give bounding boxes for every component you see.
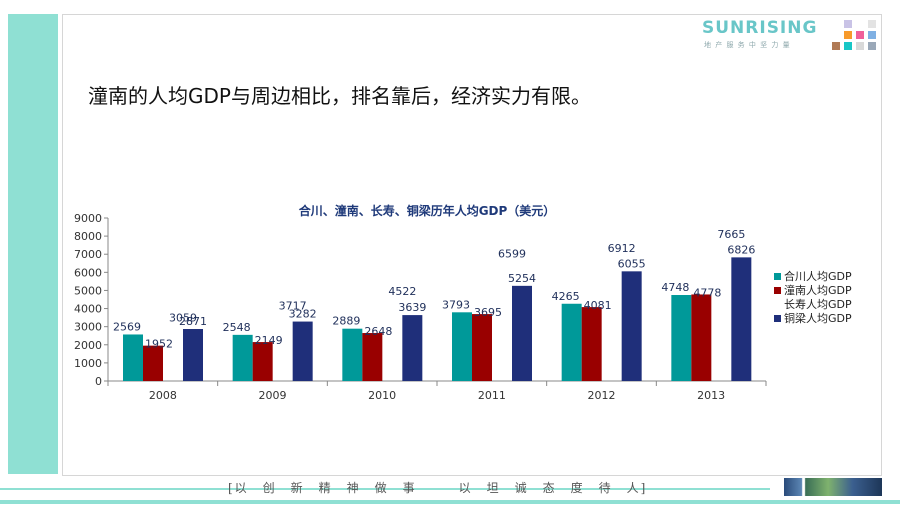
data-label: 6826 <box>727 243 755 256</box>
data-label: 2149 <box>255 334 283 347</box>
bar-潼南人均GDP <box>362 333 383 381</box>
data-label: 2889 <box>332 315 360 328</box>
chart-title: 合川、潼南、长寿、铜梁历年人均GDP（美元） <box>299 203 556 218</box>
y-tick-label: 5000 <box>74 284 102 297</box>
bar-合川人均GDP <box>232 334 253 381</box>
bar-合川人均GDP <box>671 295 692 381</box>
legend-swatch <box>774 287 781 294</box>
bar-铜梁人均GDP <box>402 315 423 381</box>
data-label: 6055 <box>618 257 646 270</box>
data-label: 3695 <box>474 306 502 319</box>
legend-label: 潼南人均GDP <box>784 283 852 297</box>
slide-headline: 潼南的人均GDP与周边相比，排名靠后，经济实力有限。 <box>88 84 591 108</box>
footer-photo <box>784 478 882 496</box>
legend-label: 长寿人均GDP <box>784 297 852 311</box>
bar-合川人均GDP <box>342 328 363 381</box>
bar-铜梁人均GDP <box>621 271 642 381</box>
data-label: 3639 <box>398 301 426 314</box>
bar-潼南人均GDP <box>252 342 273 381</box>
legend-swatch <box>774 273 781 280</box>
data-label: 4522 <box>388 285 416 298</box>
data-label: 1952 <box>145 338 173 351</box>
footer-line <box>0 488 770 490</box>
y-tick-label: 1000 <box>74 357 102 370</box>
x-tick-label: 2010 <box>368 389 396 402</box>
data-label: 3282 <box>289 308 317 321</box>
bar-潼南人均GDP <box>143 345 163 381</box>
data-label: 2648 <box>364 325 392 338</box>
brand-name: SUNRISING <box>702 18 818 38</box>
footer-band <box>0 500 900 504</box>
footer-motto: [以 创 新 精 神 做 事 以 坦 诚 态 度 待 人] <box>228 481 648 495</box>
data-label: 4265 <box>552 290 580 303</box>
data-label: 2548 <box>223 321 251 334</box>
data-label: 4778 <box>693 286 721 299</box>
data-label: 3717 <box>279 300 307 313</box>
y-tick-label: 9000 <box>74 212 102 225</box>
data-label: 2569 <box>113 320 141 333</box>
bar-潼南人均GDP <box>691 294 712 381</box>
data-label: 6912 <box>608 242 636 255</box>
y-tick-label: 0 <box>95 375 102 388</box>
y-tick-label: 3000 <box>74 321 102 334</box>
data-label: 4748 <box>661 281 689 294</box>
y-tick-label: 6000 <box>74 266 102 279</box>
y-tick-label: 4000 <box>74 303 102 316</box>
slide-frame <box>62 14 882 476</box>
bar-铜梁人均GDP <box>183 329 203 381</box>
bar-合川人均GDP <box>452 312 472 381</box>
x-tick-label: 2008 <box>149 389 177 402</box>
bar-铜梁人均GDP <box>292 321 313 381</box>
bar-潼南人均GDP <box>581 307 602 381</box>
gdp-bar-chart: 合川、潼南、长寿、铜梁历年人均GDP（美元） 0 1000 2000 3000 4000 5… <box>74 203 852 402</box>
x-tick-label: 2013 <box>697 389 725 402</box>
bar-铜梁人均GDP <box>731 257 752 381</box>
data-label: 7665 <box>717 228 745 241</box>
bar-合川人均GDP <box>123 334 143 381</box>
legend-label: 合川人均GDP <box>784 269 852 283</box>
brand-subtitle: 地 产 服 务 中 坚 力 量 <box>704 41 791 49</box>
bar-合川人均GDP <box>561 303 582 381</box>
x-tick-label: 2012 <box>588 389 616 402</box>
x-tick-label: 2009 <box>259 389 287 402</box>
bar-潼南人均GDP <box>472 314 492 381</box>
data-label: 5254 <box>508 272 536 285</box>
data-label: 3059 <box>169 312 197 325</box>
y-tick-label: 2000 <box>74 339 102 352</box>
legend-swatch <box>774 315 781 322</box>
brand-color-squares <box>830 18 880 52</box>
data-label: 2871 <box>179 315 207 328</box>
data-label: 4081 <box>584 299 612 312</box>
bar-铜梁人均GDP <box>512 285 532 381</box>
x-tick-label: 2011 <box>478 389 506 402</box>
data-label: 6599 <box>498 247 526 260</box>
y-tick-label: 7000 <box>74 248 102 261</box>
data-label: 3793 <box>442 298 470 311</box>
legend-label: 铜梁人均GDP <box>784 311 852 325</box>
y-tick-label: 8000 <box>74 230 102 243</box>
left-accent-band <box>8 14 58 474</box>
brand-logo: SUNRISING 地 产 服 务 中 坚 力 量 <box>702 18 816 54</box>
